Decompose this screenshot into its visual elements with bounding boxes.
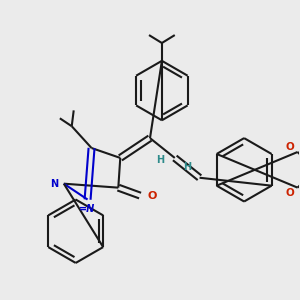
Text: N: N	[50, 179, 58, 189]
Text: H: H	[156, 155, 164, 165]
Text: H: H	[184, 162, 192, 172]
Text: O: O	[285, 188, 294, 198]
Text: =N: =N	[80, 204, 96, 214]
Text: O: O	[285, 142, 294, 152]
Text: O: O	[147, 190, 157, 201]
